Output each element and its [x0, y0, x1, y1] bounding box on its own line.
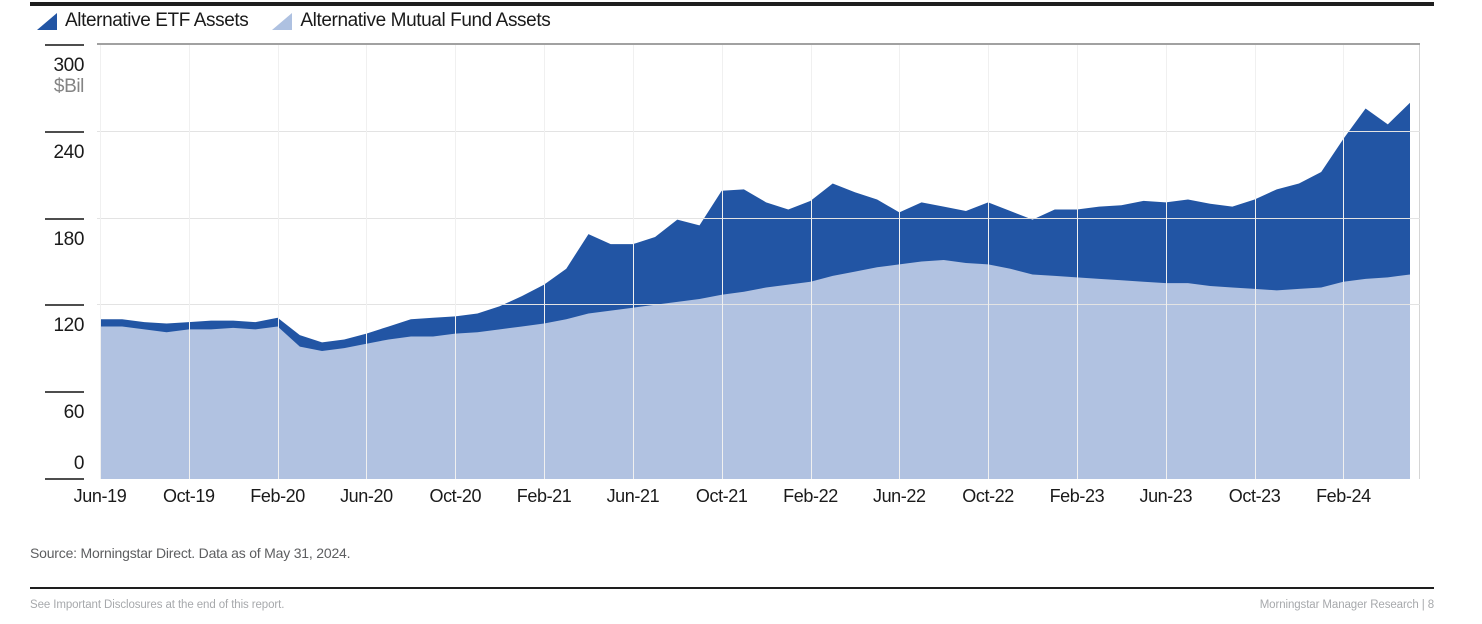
y-tick-label: 0	[73, 453, 85, 474]
x-tick-label: Feb-22	[783, 486, 838, 506]
source-note: Source: Morningstar Direct. Data as of M…	[30, 545, 351, 561]
plot-top-border	[97, 43, 1420, 45]
vertical-gridline	[632, 45, 634, 479]
y-tick-label: 120	[53, 315, 84, 336]
vertical-gridline	[1076, 45, 1078, 479]
plot-area	[97, 43, 1420, 479]
legend-item-etf: Alternative ETF Assets	[37, 10, 249, 32]
x-tick-label: Jun-20	[340, 486, 393, 506]
vertical-gridline	[455, 45, 457, 479]
x-tick-label: Feb-24	[1316, 486, 1371, 506]
x-tick-label: Jun-21	[606, 486, 660, 506]
vertical-gridline	[1343, 45, 1345, 479]
vertical-gridline	[366, 45, 368, 479]
stacked-area-chart	[100, 102, 1410, 479]
x-tick-label: Jun-19	[73, 486, 127, 506]
horizontal-gridline	[97, 304, 1420, 306]
footer-divider	[30, 587, 1434, 589]
vertical-gridline	[188, 45, 190, 479]
vertical-gridline	[988, 45, 990, 479]
y-axis-unit-label: $Bil	[53, 75, 84, 97]
horizontal-gridline	[97, 130, 1420, 132]
x-tick-label: Feb-21	[516, 486, 572, 506]
vertical-gridline	[1254, 45, 1256, 479]
x-tick-label: Oct-23	[1228, 486, 1281, 506]
vertical-gridline	[899, 45, 901, 479]
x-tick-label: Jun-23	[1139, 486, 1193, 506]
x-tick-label: Feb-20	[250, 486, 305, 506]
x-tick-label: Oct-22	[962, 486, 1014, 506]
x-tick-label: Oct-19	[162, 486, 215, 506]
x-tick-label: Jun-22	[872, 486, 926, 506]
y-tick-label: 60	[63, 402, 85, 423]
vertical-gridline	[100, 45, 101, 479]
y-axis-tick	[45, 304, 84, 306]
chart-legend: Alternative ETF Assets Alternative Mutua…	[37, 10, 551, 32]
y-axis-tick	[45, 44, 84, 46]
x-tick-label: Oct-20	[429, 486, 482, 506]
triangle-marker-icon	[37, 13, 57, 30]
y-tick-label: 300 $Bil	[20, 55, 84, 98]
legend-label-mutual-fund: Alternative Mutual Fund Assets	[300, 10, 551, 31]
vertical-gridline	[544, 45, 546, 479]
footer-brand-and-page: Morningstar Manager Research | 8	[1259, 599, 1434, 611]
y-tick-label: 240	[53, 142, 84, 163]
top-rule	[30, 2, 1434, 6]
legend-label-etf: Alternative ETF Assets	[65, 10, 249, 31]
footer-disclosure-text: See Important Disclosures at the end of …	[30, 599, 285, 611]
y-axis-tick	[45, 391, 84, 393]
mutual-fund-area-series	[100, 260, 1410, 479]
vertical-gridline	[810, 45, 812, 479]
vertical-gridline	[1165, 45, 1167, 479]
triangle-marker-icon	[272, 13, 293, 30]
vertical-gridline	[721, 45, 723, 479]
x-tick-label: Feb-23	[1049, 486, 1105, 506]
x-tick-label: Oct-21	[695, 486, 748, 506]
y-axis-tick	[45, 478, 84, 480]
y-axis-tick	[45, 131, 84, 133]
legend-item-mutual-fund: Alternative Mutual Fund Assets	[272, 10, 551, 32]
horizontal-gridline	[97, 217, 1420, 219]
y-tick-label: 180	[53, 229, 84, 250]
plot-right-border	[1419, 45, 1420, 479]
y-axis-tick	[45, 218, 84, 220]
vertical-gridline	[277, 45, 279, 479]
